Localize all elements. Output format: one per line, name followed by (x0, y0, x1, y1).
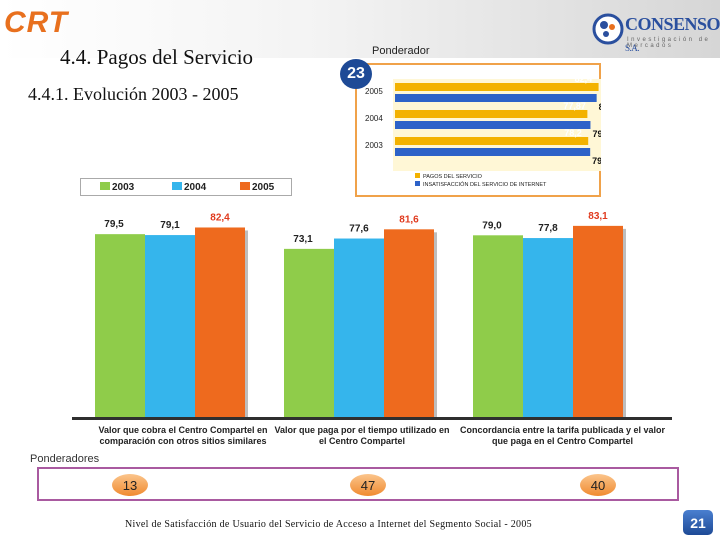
bar (284, 248, 334, 417)
brand-name: CONSENSO S.A. (625, 14, 720, 53)
bar-value-label: 77,6 (349, 224, 369, 235)
bar-value-label: 79,5 (104, 219, 124, 230)
bar (145, 235, 195, 417)
mini-bar-label: 82,4 (575, 74, 593, 84)
bar-value-label: 82,4 (210, 212, 230, 223)
mini-bar-label: 81,62 (599, 102, 601, 112)
mini-bar-chart: 2005 82,4 81,62 2004 77,87 79,11 2003 78,2 79,00… (365, 74, 601, 188)
mini-bar-label: 78,2 (564, 128, 582, 138)
bar-value-label: 79,1 (160, 220, 180, 231)
consenso-logo-icon (592, 13, 624, 45)
bar-value-label: 81,6 (399, 214, 419, 225)
bar (195, 227, 245, 417)
ponderador-oval-2: 47 (350, 474, 386, 496)
ponderador-oval-1: 13 (112, 474, 148, 496)
main-legend-frame (80, 178, 292, 196)
bar-shadow (623, 228, 626, 417)
mini-bar (395, 83, 599, 91)
mini-bar-label: 79,11 (592, 129, 601, 139)
bar (95, 234, 145, 417)
bar (523, 238, 573, 417)
mini-category-label: 2005 (365, 87, 383, 96)
page-title: 4.4. Pagos del Servicio (60, 45, 254, 69)
page-subtitle: 4.4.1. Evolución 2003 - 2005 (28, 84, 239, 104)
category-label: Valor que paga por el tiempo utilizado e… (274, 425, 450, 446)
bar-shadow (434, 232, 437, 417)
legend-swatch (240, 182, 250, 190)
bar (573, 225, 623, 417)
legend-swatch (172, 182, 182, 190)
ponderadores-label: Ponderadores (30, 453, 100, 465)
bar-value-label: 83,1 (588, 211, 608, 222)
category-label: Valor que cobra el Centro Compartel en c… (98, 425, 268, 446)
bar (334, 238, 384, 417)
mini-category-label: 2004 (365, 114, 383, 123)
crt-logo: CRT (4, 6, 69, 39)
mini-legend-swatch (415, 181, 420, 186)
footer-text: Nivel de Satisfacción de Usuario del Ser… (125, 519, 532, 530)
category-label: Concordancia entre la tarifa publicada y… (459, 425, 666, 446)
mini-bar (395, 110, 588, 118)
ponderador-oval-3: 40 (580, 474, 616, 496)
bar-value-label: 73,1 (293, 234, 313, 245)
mini-bar-label: 77,87 (563, 101, 586, 111)
mini-legend-label: INSATISFACCIÓN DEL SERVICIO DE INTERNET (423, 181, 547, 188)
main-bar-chart: 2003 2004 2005 79,5 79,1 82,4 73,1 77,6 81,6 79,0… (72, 182, 672, 420)
mini-legend-swatch (415, 173, 420, 178)
bar-shadow (245, 230, 248, 417)
bar (384, 229, 434, 417)
legend-label: 2003 (112, 182, 135, 193)
mini-legend-label: PAGOS DEL SERVICIO (423, 174, 483, 180)
x-axis-line (72, 417, 672, 420)
bar (473, 235, 523, 417)
mini-bar (395, 148, 591, 156)
mini-bar (395, 137, 589, 145)
mini-bar-label: 79,00 (592, 156, 601, 166)
bar-value-label: 79,0 (482, 220, 502, 231)
page-number: 21 (683, 510, 713, 535)
mini-bar (395, 121, 591, 129)
ponderador-label: Ponderador (372, 45, 430, 57)
legend-label: 2005 (252, 182, 275, 193)
legend-swatch (100, 182, 110, 190)
mini-category-label: 2003 (365, 141, 383, 150)
brand-tagline: Investigación de Mercados (627, 37, 711, 49)
bar-value-label: 77,8 (538, 223, 558, 234)
ponderador-badge: 23 (340, 59, 372, 89)
mini-bar (395, 94, 597, 102)
legend-label: 2004 (184, 182, 207, 193)
